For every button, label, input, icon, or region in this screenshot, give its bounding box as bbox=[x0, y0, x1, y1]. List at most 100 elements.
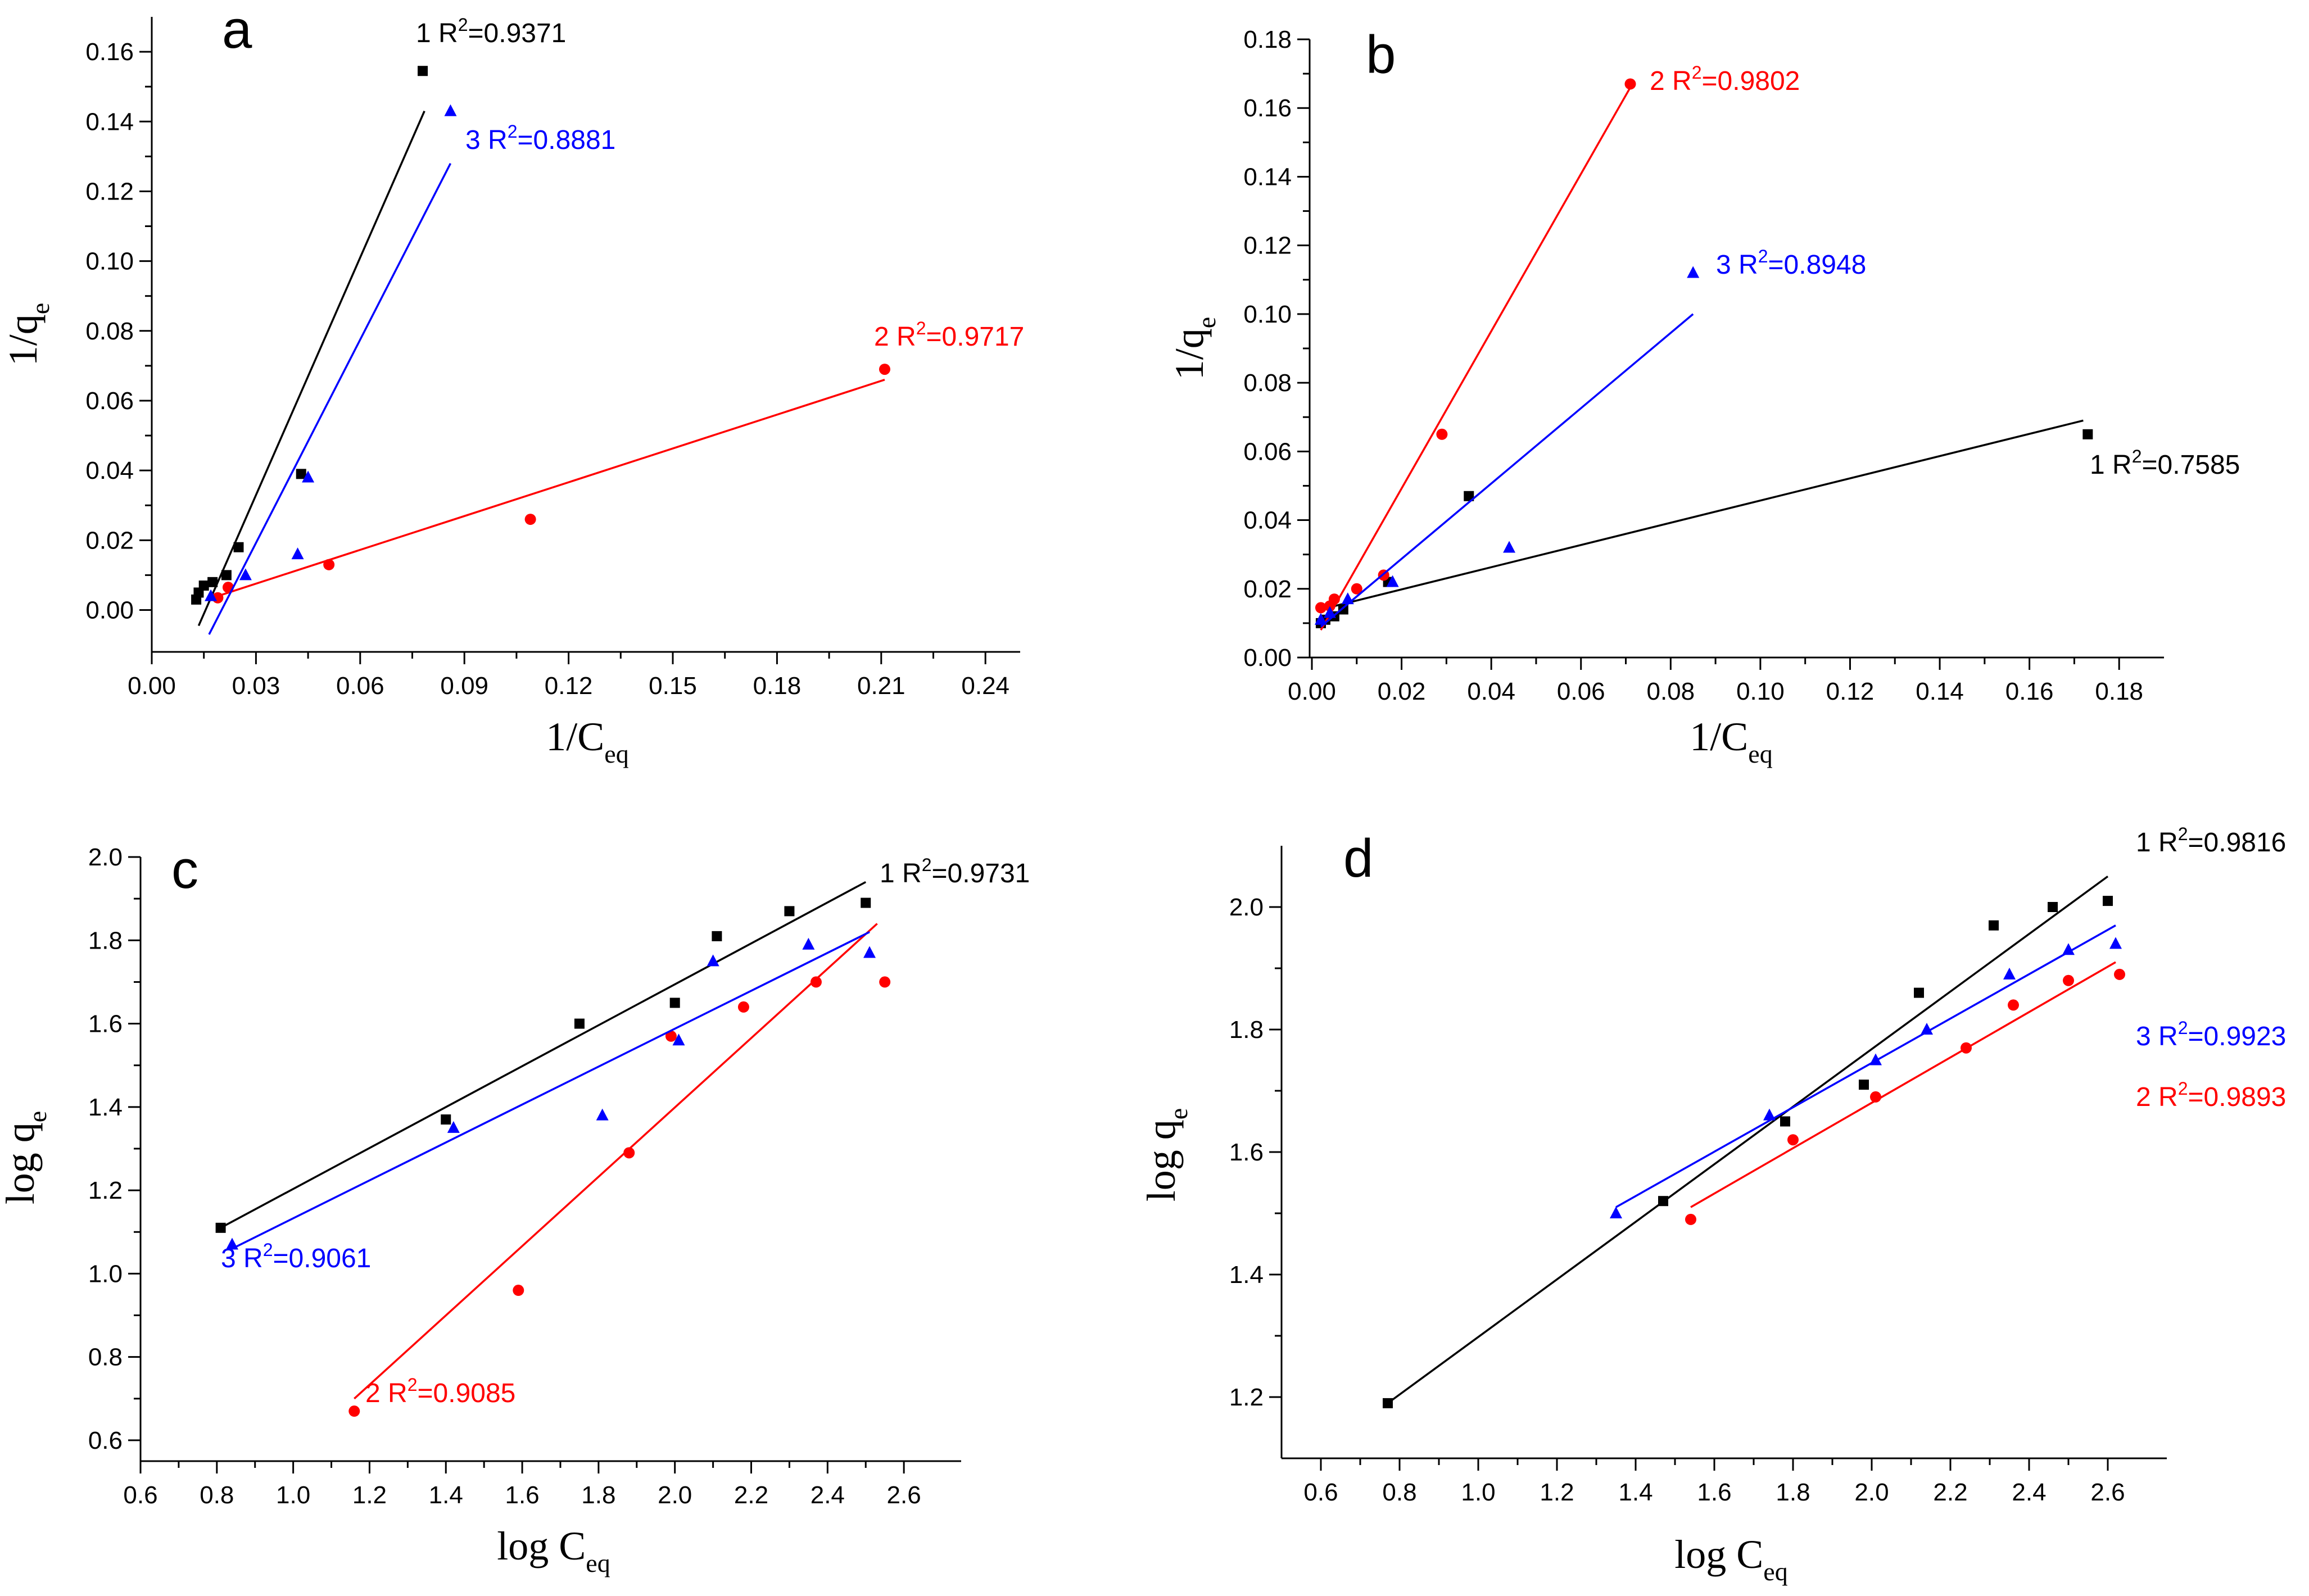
x-tick-label: 1.6 bbox=[505, 1481, 539, 1509]
r2-annotation-3: 3 R2=0.9923 bbox=[2136, 1018, 2286, 1051]
x-tick-label: 2.4 bbox=[811, 1481, 845, 1509]
data-point bbox=[1763, 1108, 1776, 1121]
y-tick-label: 0.06 bbox=[85, 387, 134, 415]
fit-line-1 bbox=[197, 110, 425, 627]
data-point bbox=[1503, 541, 1516, 553]
x-tick-label: 1.8 bbox=[581, 1481, 615, 1509]
y-tick-label: 0.12 bbox=[1243, 232, 1292, 260]
data-point bbox=[596, 1108, 609, 1121]
series-3 bbox=[205, 104, 457, 635]
x-tick-label: 0.08 bbox=[1646, 678, 1695, 705]
data-point bbox=[215, 1222, 226, 1233]
r2-annotation-1: 1 R2=0.9816 bbox=[2136, 824, 2286, 858]
y-tick-label: 1.2 bbox=[88, 1177, 123, 1204]
series-2 bbox=[212, 364, 890, 604]
panel-letter: b bbox=[1366, 25, 1396, 85]
x-tick-label: 1.4 bbox=[429, 1481, 463, 1509]
y-tick-label: 0.16 bbox=[85, 38, 134, 66]
y-tick-label: 0.00 bbox=[85, 596, 134, 624]
r2-annotation-3: 3 R2=0.9061 bbox=[221, 1240, 371, 1273]
x-tick-label: 0.18 bbox=[753, 672, 802, 700]
data-point bbox=[712, 931, 722, 941]
fit-line-3 bbox=[208, 162, 452, 635]
x-tick-label: 0.15 bbox=[649, 672, 697, 700]
data-point bbox=[296, 469, 306, 479]
data-point bbox=[1989, 920, 1999, 931]
data-point bbox=[1658, 1196, 1668, 1207]
y-tick-label: 0.02 bbox=[1243, 575, 1292, 603]
data-point bbox=[2082, 429, 2093, 439]
data-point bbox=[1780, 1116, 1790, 1127]
x-tick-label: 0.21 bbox=[857, 672, 906, 700]
data-point bbox=[1859, 1080, 1869, 1090]
data-point bbox=[863, 946, 876, 958]
y-tick-label: 0.14 bbox=[85, 108, 134, 135]
r2-annotation-2: 2 R2=0.9893 bbox=[2136, 1078, 2286, 1112]
panel-letter: a bbox=[222, 0, 252, 60]
series-1 bbox=[191, 66, 428, 627]
series-2 bbox=[348, 923, 891, 1417]
y-tick-label: 1.8 bbox=[88, 927, 123, 954]
data-point bbox=[1315, 602, 1326, 614]
x-tick-label: 2.6 bbox=[2090, 1479, 2125, 1506]
data-point bbox=[861, 897, 871, 908]
y-tick-label: 0.08 bbox=[1243, 369, 1292, 397]
y-tick-label: 1.6 bbox=[88, 1010, 123, 1038]
r2-annotation-1: 1 R2=0.9731 bbox=[880, 855, 1030, 888]
x-tick-label: 1.6 bbox=[1697, 1479, 1731, 1506]
r2-annotation-3: 3 R2=0.8948 bbox=[1716, 246, 1866, 280]
data-point bbox=[444, 104, 457, 116]
y-tick-label: 1.0 bbox=[88, 1260, 123, 1287]
x-axis-title: 1/Ceq bbox=[1690, 714, 1772, 768]
y-axis-title: 1/qe bbox=[1, 303, 55, 366]
x-tick-label: 0.18 bbox=[2095, 678, 2143, 705]
data-point bbox=[669, 998, 680, 1008]
y-tick-label: 1.6 bbox=[1229, 1139, 1264, 1166]
fit-line-2 bbox=[1320, 87, 1632, 631]
series-3 bbox=[1610, 924, 2122, 1218]
fit-line-3 bbox=[1615, 924, 2116, 1208]
x-axis-title: log Ceq bbox=[1674, 1532, 1787, 1586]
x-axis-title: 1/Ceq bbox=[546, 714, 628, 768]
x-tick-label: 1.4 bbox=[1618, 1479, 1652, 1506]
y-tick-label: 1.8 bbox=[1229, 1016, 1264, 1044]
x-tick-label: 2.6 bbox=[887, 1481, 921, 1509]
data-point bbox=[623, 1147, 635, 1159]
x-tick-label: 0.06 bbox=[1557, 678, 1605, 705]
x-axis-title: log Ceq bbox=[497, 1524, 610, 1577]
data-point bbox=[1464, 491, 1474, 501]
y-tick-label: 0.14 bbox=[1243, 163, 1292, 191]
data-point bbox=[441, 1114, 451, 1125]
data-point bbox=[810, 976, 822, 988]
data-point bbox=[1323, 606, 1336, 618]
data-point bbox=[225, 1237, 238, 1250]
fit-line-1 bbox=[1320, 419, 2084, 611]
data-point bbox=[2008, 999, 2019, 1011]
data-point bbox=[2048, 902, 2058, 912]
x-tick-label: 0.10 bbox=[1736, 678, 1785, 705]
data-point bbox=[323, 559, 335, 570]
y-tick-label: 0.10 bbox=[1243, 301, 1292, 328]
x-tick-label: 0.12 bbox=[545, 672, 593, 700]
data-point bbox=[1685, 1213, 1696, 1225]
y-tick-label: 0.06 bbox=[1243, 438, 1292, 465]
fit-line-1 bbox=[1387, 876, 2109, 1404]
data-point bbox=[1961, 1042, 1972, 1054]
y-tick-label: 0.12 bbox=[85, 178, 134, 205]
panel-a: 0.00 0.03 0.06 0.09 0.12 0.15 0.18 0.21 0.24 0.00… bbox=[1, 0, 1024, 768]
y-tick-label: 0.16 bbox=[1243, 94, 1292, 122]
r2-annotation-1: 1 R2=0.7585 bbox=[2090, 446, 2240, 480]
r2-annotation-3: 3 R2=0.8881 bbox=[465, 121, 615, 155]
data-point bbox=[205, 589, 218, 601]
fit-line-2 bbox=[354, 923, 878, 1400]
series-3 bbox=[225, 931, 876, 1250]
data-point bbox=[513, 1285, 524, 1296]
series-1 bbox=[215, 881, 871, 1233]
y-tick-label: 0.08 bbox=[85, 318, 134, 345]
y-tick-label: 2.0 bbox=[1229, 894, 1264, 921]
data-point bbox=[302, 470, 315, 483]
data-point bbox=[2003, 967, 2016, 980]
data-point bbox=[802, 937, 815, 950]
